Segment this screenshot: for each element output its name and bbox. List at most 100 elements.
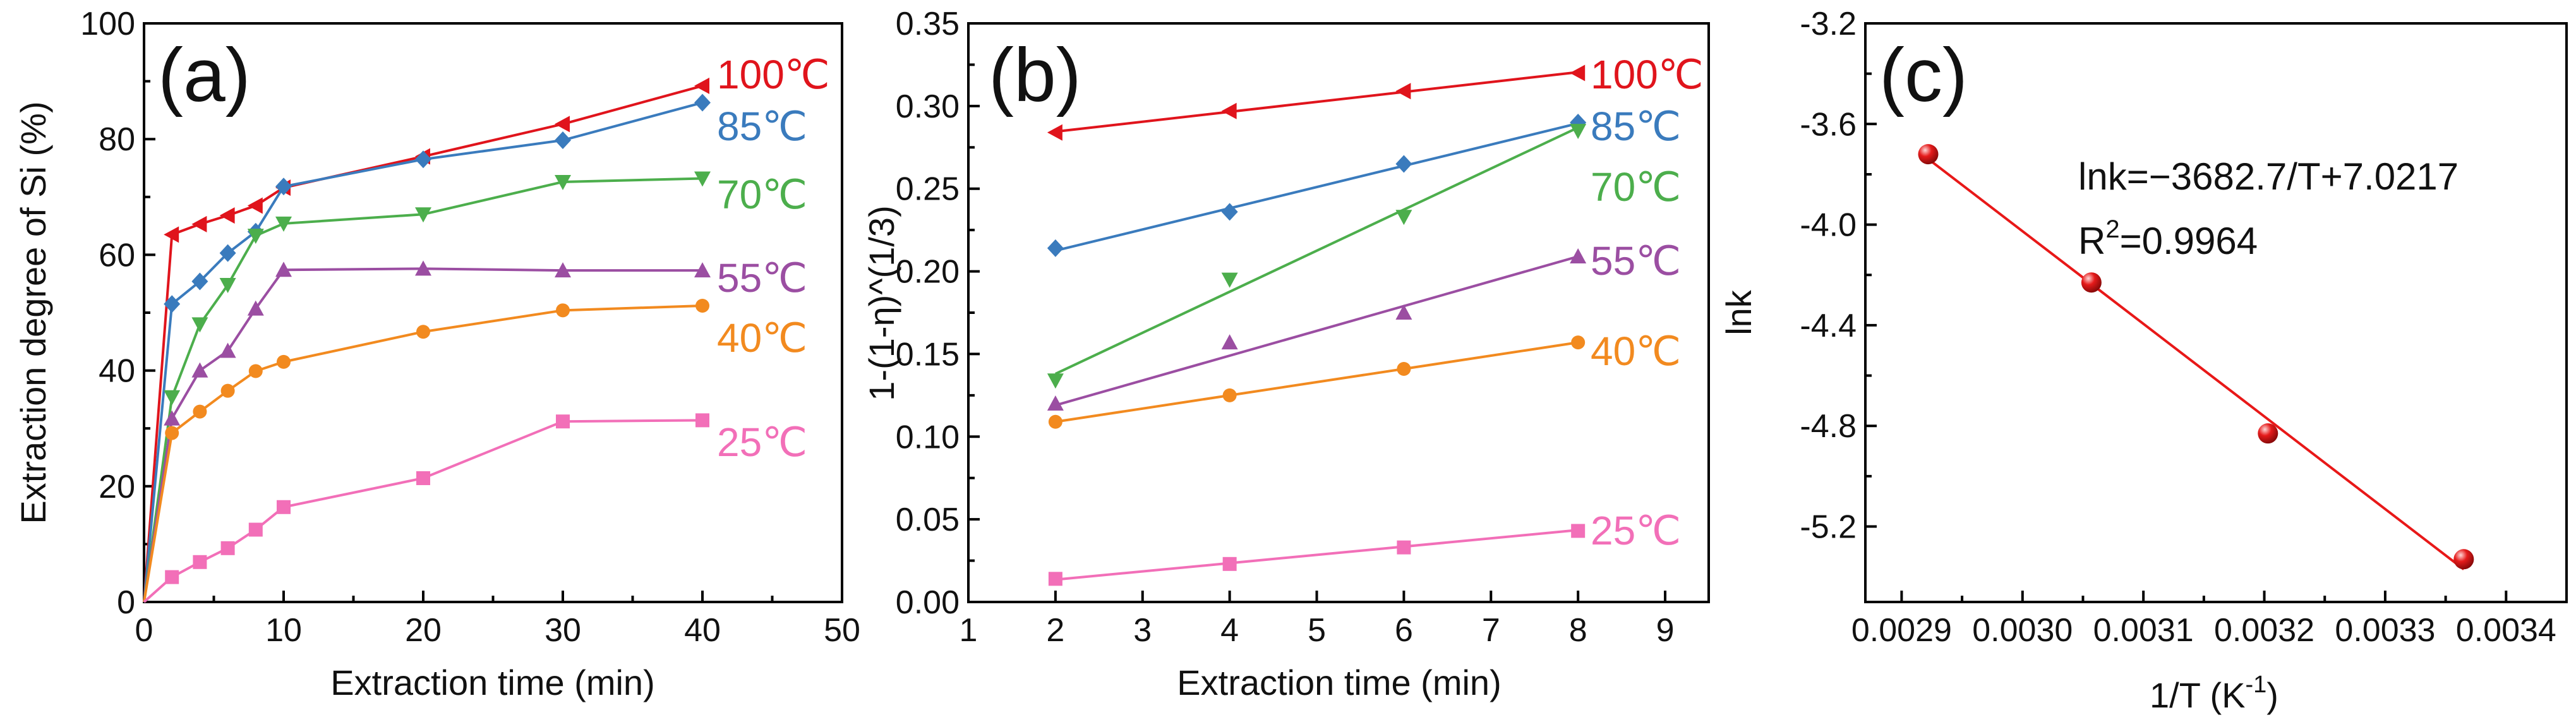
x-tick-label: 10 — [265, 612, 302, 649]
fit-line — [1055, 126, 1579, 375]
y-tick-label: 0.25 — [896, 171, 960, 208]
data-point — [164, 390, 181, 406]
panel-c-xlabel-end: ) — [2266, 675, 2278, 715]
data-point — [1221, 102, 1237, 119]
fit-line — [1055, 71, 1579, 133]
data-point — [1047, 239, 1064, 257]
data-point — [164, 226, 179, 243]
y-tick-label: 0.00 — [896, 584, 960, 621]
panel-a-label: (a) — [158, 33, 251, 117]
data-point — [1571, 524, 1586, 538]
y-tick-label: -3.6 — [1800, 106, 1857, 143]
data-point — [555, 131, 571, 150]
x-tick-label: 2 — [1046, 612, 1064, 649]
data-point — [191, 317, 208, 333]
x-tick-label: 9 — [1656, 612, 1675, 649]
data-point — [556, 414, 570, 429]
y-tick-label: 80 — [99, 121, 135, 158]
data-point — [1221, 203, 1238, 221]
data-point — [694, 93, 711, 112]
data-point — [1571, 335, 1586, 350]
data-point — [1395, 155, 1412, 173]
data-point — [1047, 395, 1064, 411]
series-label: 25℃ — [717, 419, 807, 465]
panel-c: (c) 1/T (K-1) lnk lnk=−3682.7/T+7.0217 R… — [1719, 6, 2568, 715]
panel-b-plot: 1 2 3 4 5 6 7 8 9 0.00 0.05 0.10 0.15 0.20 0.25 0.30 0.3… — [896, 6, 1704, 649]
data-point — [248, 364, 263, 378]
data-point — [1570, 64, 1586, 81]
data-point — [219, 207, 235, 224]
data-point — [1222, 557, 1237, 571]
y-tick-label: 0.20 — [896, 254, 960, 291]
data-point — [165, 570, 179, 584]
fit-line — [1055, 122, 1579, 252]
data-point — [275, 262, 292, 277]
x-tick-label: 6 — [1395, 612, 1413, 649]
panel-c-frame — [1864, 22, 2568, 603]
panel-c-equation: lnk=−3682.7/T+7.0217 — [2078, 155, 2459, 198]
data-point — [1048, 414, 1062, 429]
x-tick-label: 7 — [1482, 612, 1500, 649]
data-point — [1397, 361, 1411, 376]
data-point — [220, 541, 235, 555]
series-label: 55℃ — [1591, 238, 1681, 284]
y-tick-label: -5.2 — [1800, 509, 1857, 546]
panel-c-r2-main: R — [2078, 220, 2105, 262]
panel-c-plot: 0.0029 0.0030 0.0031 0.0032 0.0033 0.0034 -5.2… — [1800, 6, 2556, 649]
data-point — [164, 410, 181, 426]
data-point — [415, 260, 431, 276]
panel-a: (a) Extraction time (min) Extraction deg… — [13, 6, 860, 702]
panel-c-r2-value: =0.9964 — [2120, 220, 2258, 262]
data-point — [415, 150, 431, 169]
panel-a-xlabel: Extraction time (min) — [330, 663, 654, 702]
panel-b: (b) Extraction time (min) 1-(1-η)^(1/3) … — [862, 6, 1710, 702]
y-tick-label: -4.0 — [1800, 207, 1857, 244]
y-tick-label: 0.10 — [896, 419, 960, 455]
data-point — [220, 383, 235, 398]
series-label: 85℃ — [1591, 104, 1681, 149]
panel-c-r2: R2=0.9964 — [2078, 215, 2258, 262]
x-tick-label: 1 — [960, 612, 978, 649]
data-point — [2258, 423, 2278, 444]
series-label: 100℃ — [717, 52, 830, 97]
y-tick-label: 60 — [99, 237, 135, 274]
data-point — [191, 362, 208, 378]
y-tick-label: 40 — [99, 353, 135, 390]
panel-c-xlabel-sup: -1 — [2246, 671, 2267, 698]
data-point — [1047, 373, 1064, 389]
data-point — [694, 171, 711, 187]
panel-c-label: (c) — [1879, 33, 1968, 117]
x-tick-label: 8 — [1569, 612, 1587, 649]
data-point — [219, 244, 236, 262]
data-point — [1395, 83, 1411, 100]
data-point — [1047, 124, 1062, 141]
data-point — [555, 116, 570, 133]
data-point — [1397, 540, 1411, 555]
data-point — [1395, 304, 1412, 320]
data-point — [1048, 572, 1062, 586]
y-tick-label: -4.8 — [1800, 408, 1857, 445]
data-point — [1221, 334, 1238, 350]
data-point — [193, 555, 207, 569]
data-point — [555, 174, 571, 190]
series-label: 40℃ — [1591, 328, 1681, 374]
data-point — [247, 197, 263, 214]
y-tick-label: 20 — [99, 469, 135, 505]
data-point — [1570, 124, 1587, 140]
data-point — [164, 295, 181, 313]
x-tick-label: 50 — [824, 612, 860, 649]
y-tick-label: -3.2 — [1800, 6, 1857, 42]
data-point — [165, 426, 179, 440]
series-label: 70℃ — [1591, 164, 1681, 210]
x-tick-label: 0.0032 — [2214, 612, 2314, 649]
data-point — [1570, 248, 1587, 264]
y-tick-label: 0 — [117, 584, 135, 621]
x-tick-label: 0.0030 — [1972, 612, 2073, 649]
series-label: 40℃ — [717, 315, 807, 361]
y-tick-label: 0.05 — [896, 502, 960, 538]
fit-line — [1055, 341, 1579, 423]
fit-line — [1055, 529, 1579, 581]
data-point — [694, 77, 709, 94]
panel-c-xlabel: 1/T (K-1) — [2150, 671, 2278, 715]
data-point — [555, 262, 571, 278]
